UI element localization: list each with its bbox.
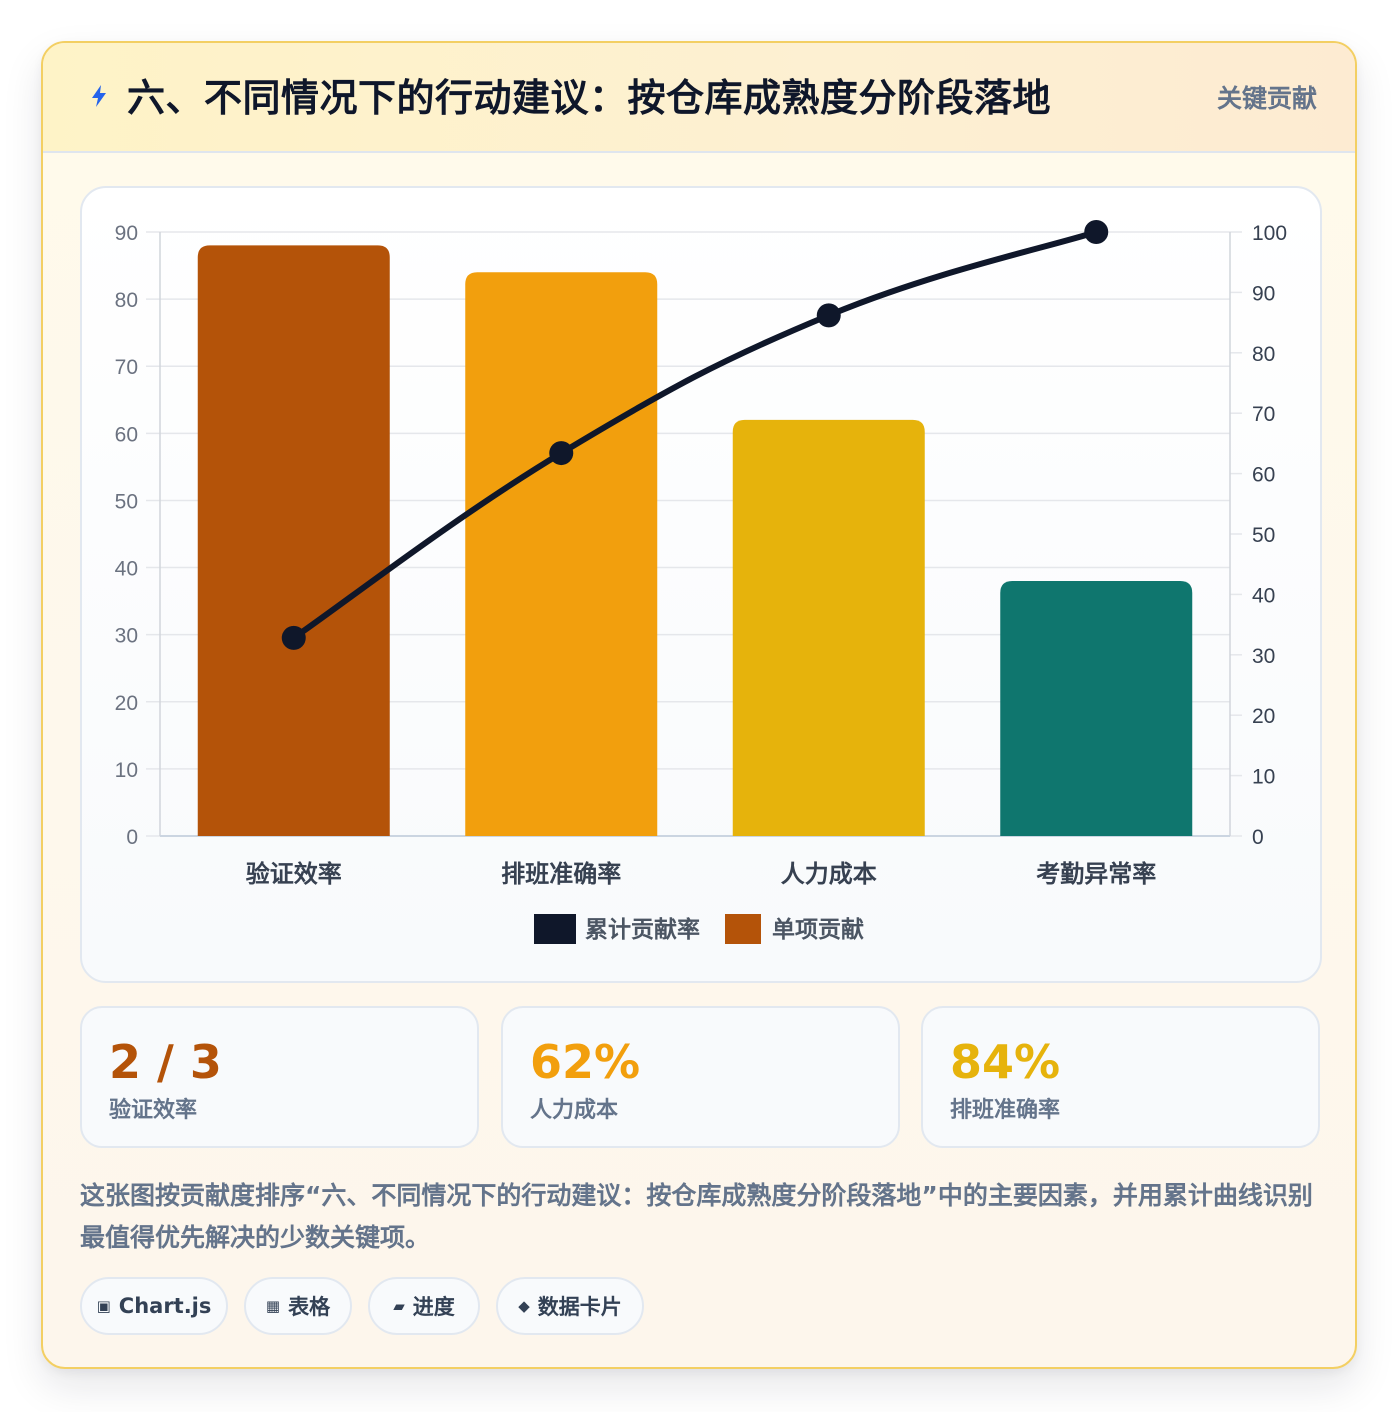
y-tick-label-left: 50 xyxy=(115,490,138,513)
y-tick-label-right: 20 xyxy=(1252,705,1275,728)
chart-panel: 0 10 20 30 40 50 60 70 80 90 0 10 20 30 40 50 60 70 80 90 10… xyxy=(80,186,1322,983)
stat-value: 84% xyxy=(950,1035,1061,1089)
chip-label: 表格 xyxy=(288,1295,331,1319)
legend-label: 单项贡献 xyxy=(772,916,864,942)
stat-label: 排班准确率 xyxy=(950,1098,1061,1123)
y-tick-label-left: 80 xyxy=(115,289,138,312)
stat-label: 验证效率 xyxy=(109,1098,198,1123)
cumulative-point xyxy=(281,625,306,650)
stat-value: 62% xyxy=(530,1035,641,1089)
y-tick-label-left: 30 xyxy=(115,625,138,648)
cumulative-point xyxy=(549,441,574,466)
page-title: 六、不同情况下的行动建议：按仓库成熟度分阶段落地 xyxy=(127,76,1052,120)
chip-label: Chart.js xyxy=(118,1294,212,1318)
y-tick-label-right: 40 xyxy=(1252,584,1275,607)
y-tick-label-left: 10 xyxy=(115,759,138,782)
bar xyxy=(465,272,658,836)
chart-icon: ▣ xyxy=(96,1297,111,1315)
y-tick-label-right: 60 xyxy=(1252,464,1275,487)
y-tick-label-right: 50 xyxy=(1252,524,1275,547)
bar xyxy=(1000,580,1193,836)
y-tick-label-right: 100 xyxy=(1252,222,1287,245)
card-header: 六、不同情况下的行动建议：按仓库成熟度分阶段落地 关键贡献 xyxy=(43,43,1355,153)
chip-table[interactable]: ▦ 表格 xyxy=(244,1277,352,1335)
x-tick-label: 人力成本 xyxy=(781,861,877,888)
y-tick-label-left: 70 xyxy=(115,356,138,379)
progress-icon: ▰ xyxy=(393,1297,405,1315)
legend-swatch xyxy=(534,914,576,944)
y-tick-label-right: 10 xyxy=(1252,766,1275,789)
chip-data-card[interactable]: ◆ 数据卡片 xyxy=(496,1277,644,1335)
chip-chartjs[interactable]: ▣ Chart.js xyxy=(80,1277,228,1335)
stat-label: 人力成本 xyxy=(530,1098,619,1123)
y-tick-label-left: 20 xyxy=(115,692,138,715)
stat-card-3: 84% 排班准确率 xyxy=(921,1006,1320,1148)
y-tick-label-left: 90 xyxy=(115,222,138,245)
cumulative-point xyxy=(1084,220,1109,244)
bar xyxy=(197,245,390,836)
y-tick-label-right: 0 xyxy=(1252,826,1264,849)
x-tick-label: 排班准确率 xyxy=(501,860,621,888)
cumulative-point xyxy=(816,303,841,328)
chip-label: 进度 xyxy=(412,1295,455,1319)
y-tick-label-right: 80 xyxy=(1252,343,1275,366)
chart-description: 这张图按贡献度排序“六、不同情况下的行动建议：按仓库成熟度分阶段落地”中的主要因… xyxy=(80,1181,1313,1252)
y-tick-label-left: 60 xyxy=(115,423,138,446)
table-icon: ▦ xyxy=(265,1297,281,1315)
x-tick-label: 考勤异常率 xyxy=(1036,860,1156,888)
y-tick-label-right: 90 xyxy=(1252,282,1275,305)
x-tick-label: 验证效率 xyxy=(246,860,342,888)
stat-value: 2 / 3 xyxy=(109,1035,222,1089)
bar xyxy=(732,419,925,836)
cumulative-line xyxy=(290,229,1100,641)
legend-swatch xyxy=(725,914,761,944)
card-icon: ◆ xyxy=(518,1297,530,1315)
pareto-chart: 0 10 20 30 40 50 60 70 80 90 0 10 20 30 40 50 60 70 80 90 10… xyxy=(115,220,1287,944)
legend-label: 累计贡献率 xyxy=(585,916,700,942)
header-tag: 关键贡献 xyxy=(1216,84,1317,113)
chip-label: 数据卡片 xyxy=(537,1295,622,1319)
y-tick-label-right: 30 xyxy=(1252,645,1275,668)
lightning-icon xyxy=(92,85,106,107)
y-tick-label-left: 0 xyxy=(126,826,138,849)
chip-progress[interactable]: ▰ 进度 xyxy=(368,1277,480,1335)
stat-card-2: 62% 人力成本 xyxy=(501,1006,900,1148)
y-tick-label-right: 70 xyxy=(1252,403,1275,426)
stat-card-1: 2 / 3 验证效率 xyxy=(80,1006,479,1148)
y-tick-label-left: 40 xyxy=(115,558,138,581)
chart-card: 六、不同情况下的行动建议：按仓库成熟度分阶段落地 关键贡献 0 10 20 30 40 5… xyxy=(41,41,1357,1369)
